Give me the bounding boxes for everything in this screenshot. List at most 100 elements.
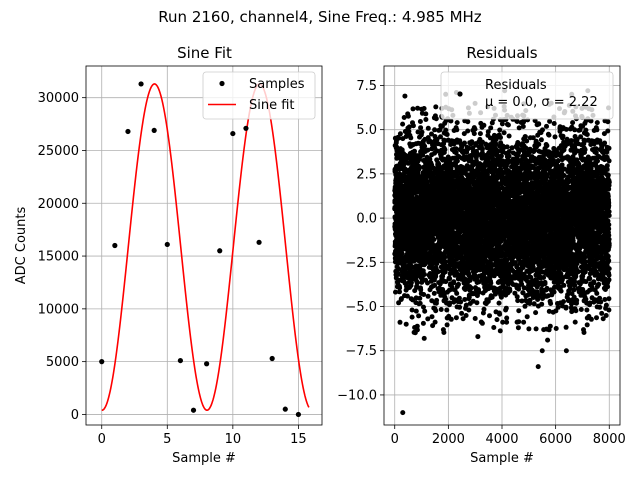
- residual-point: [498, 135, 503, 140]
- residual-point: [504, 144, 510, 150]
- residual-point: [399, 250, 405, 256]
- residual-point: [522, 134, 528, 140]
- residual-point: [425, 280, 430, 286]
- residual-point: [432, 127, 438, 133]
- residual-point: [433, 116, 439, 122]
- residual-point: [431, 290, 437, 296]
- residual-point: [479, 320, 485, 326]
- residual-point: [444, 307, 450, 313]
- sine-fit-title: Sine Fit: [177, 44, 232, 62]
- residual-point: [442, 259, 448, 265]
- residual-point: [415, 105, 421, 111]
- residual-point: [463, 302, 469, 308]
- residuals-title: Residuals: [466, 44, 537, 62]
- sample-point: [190, 407, 197, 413]
- sine-fit-curve: [101, 83, 310, 412]
- residual-point: [397, 285, 403, 291]
- residual-point: [515, 325, 521, 331]
- residual-point: [423, 117, 429, 122]
- residual-point: [465, 119, 471, 125]
- residual-point: [472, 316, 478, 321]
- residual-point: [434, 297, 440, 303]
- residual-point: [471, 131, 477, 137]
- sine-fit-ytick-label: 15000: [38, 250, 79, 265]
- residual-point: [422, 143, 428, 149]
- residual-point: [422, 308, 428, 314]
- sample-point: [256, 239, 262, 245]
- residual-point: [469, 139, 475, 145]
- residual-point: [505, 122, 511, 128]
- residual-point: [447, 276, 453, 282]
- residual-point: [497, 328, 503, 334]
- residual-point: [441, 330, 447, 335]
- residual-point: [425, 293, 431, 299]
- residual-point: [405, 113, 411, 119]
- residual-point: [429, 131, 434, 137]
- legend-samples-label: Samples: [249, 77, 305, 92]
- residual-point: [417, 300, 423, 306]
- residual-point: [506, 133, 512, 139]
- sine-fit-ytick-label: 25000: [38, 144, 79, 159]
- sine-fit-frame: [85, 65, 323, 426]
- residual-point: [462, 140, 467, 146]
- sine-fit-xtick-label: 5: [163, 432, 171, 447]
- residual-point: [400, 121, 406, 127]
- residual-point: [438, 307, 444, 312]
- residual-point: [412, 148, 417, 154]
- residual-point: [453, 146, 459, 152]
- sine-fit-ytick-label: 30000: [38, 91, 79, 106]
- residual-point: [413, 308, 419, 314]
- residual-point: [396, 266, 402, 272]
- residual-point: [438, 134, 443, 140]
- residual-point: [451, 279, 457, 285]
- residual-point: [423, 111, 429, 117]
- residual-point: [491, 325, 497, 330]
- sine-fit-legend: Samples Sine fit: [202, 71, 316, 120]
- residual-point: [425, 125, 431, 131]
- residual-point: [398, 296, 404, 302]
- residual-point: [444, 322, 450, 328]
- residual-point: [419, 279, 425, 285]
- residual-point: [463, 313, 469, 318]
- sample-point: [138, 81, 144, 87]
- residual-point: [477, 131, 483, 137]
- sample-point: [99, 359, 105, 365]
- residual-point: [497, 127, 503, 133]
- residual-point: [410, 123, 416, 129]
- residual-point: [496, 300, 502, 306]
- residual-point: [466, 307, 472, 313]
- residual-point: [447, 300, 453, 306]
- residual-point: [415, 129, 421, 135]
- residual-point: [393, 289, 398, 295]
- residual-point: [416, 313, 422, 319]
- residual-point: [497, 311, 503, 317]
- residual-point: [410, 106, 416, 112]
- residual-point: [414, 327, 420, 333]
- residual-point: [501, 130, 507, 136]
- sample-point: [282, 406, 288, 412]
- residual-point: [409, 314, 415, 320]
- sample-point: [217, 248, 223, 254]
- residual-point: [430, 323, 436, 329]
- sample-point: [295, 411, 301, 418]
- residual-point: [417, 119, 423, 124]
- sine-fit-ylabel: ADC Counts: [14, 207, 29, 285]
- residual-point: [443, 127, 449, 133]
- residual-point: [474, 300, 480, 306]
- sine-fit-xtick-label: 10: [225, 432, 242, 447]
- residual-point: [418, 125, 424, 131]
- residual-point: [434, 148, 440, 154]
- sample-point: [112, 242, 118, 249]
- residual-point: [434, 136, 440, 142]
- sine-fit-grid: [86, 66, 322, 425]
- residual-point: [406, 128, 412, 134]
- residual-point: [420, 320, 426, 326]
- residual-point: [443, 279, 449, 285]
- sample-point: [125, 128, 131, 135]
- residual-point: [397, 319, 403, 325]
- sample-point: [151, 127, 157, 134]
- residual-point: [397, 289, 402, 295]
- residual-point: [498, 294, 504, 300]
- residual-point: [454, 290, 460, 296]
